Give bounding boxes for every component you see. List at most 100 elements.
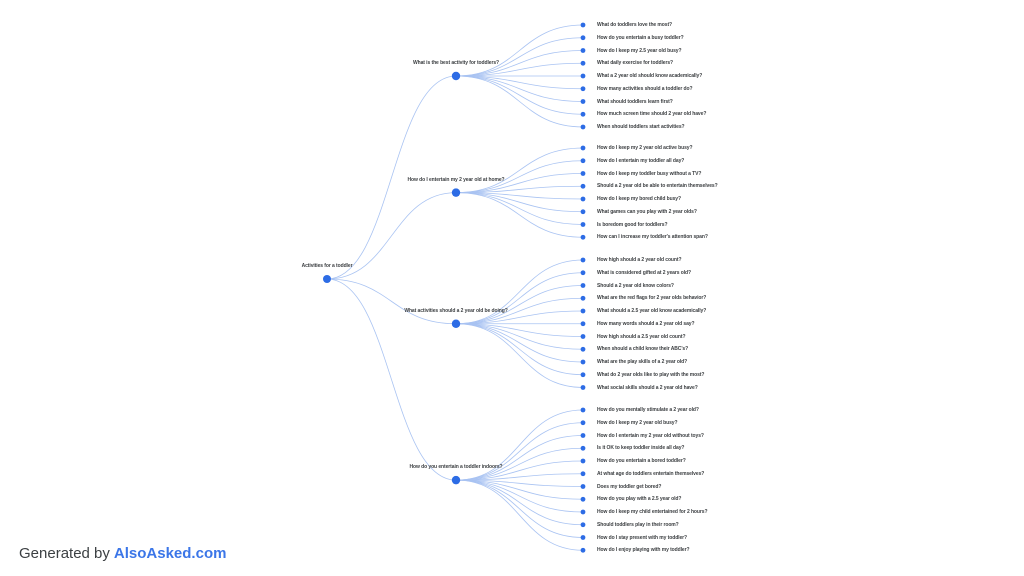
question-node-label[interactable]: How do I keep my 2.5 year old busy? xyxy=(597,47,682,54)
question-node-label[interactable]: What daily exercise for toddlers? xyxy=(597,60,673,67)
footer-alsoasked-link[interactable]: AlsoAsked.com xyxy=(113,545,227,562)
question-node-dot[interactable] xyxy=(580,209,586,215)
question-node-dot[interactable] xyxy=(580,407,586,413)
question-node-label[interactable]: How do you entertain a bored toddler? xyxy=(597,458,686,464)
question-node-dot[interactable] xyxy=(580,321,586,327)
question-node-dot[interactable] xyxy=(580,145,586,151)
question-node-label[interactable]: When should a child know their ABC's? xyxy=(597,346,689,353)
question-node-label[interactable]: How many words should a 2 year old say? xyxy=(597,320,695,327)
question-node-dot[interactable] xyxy=(580,35,586,41)
question-node-label[interactable]: How do I keep my 2 year old active busy? xyxy=(597,145,693,151)
branch-node-label[interactable]: What activities should a 2 year old be d… xyxy=(404,307,508,314)
question-node-dot[interactable] xyxy=(580,372,586,378)
question-node-label[interactable]: What do toddlers love the most? xyxy=(597,22,673,28)
question-node-label[interactable]: How do I keep my 2 year old busy? xyxy=(597,419,678,426)
question-node-dot[interactable] xyxy=(580,111,586,117)
question-node-label[interactable]: When should toddlers start activities? xyxy=(597,124,685,130)
branch-node-label[interactable]: What is the best activity for toddlers? xyxy=(412,60,500,66)
question-node-dot[interactable] xyxy=(580,385,586,390)
branch-node-dot[interactable] xyxy=(451,71,461,81)
question-node-label[interactable]: Should a 2 year old know colors? xyxy=(597,282,674,289)
question-node-dot[interactable] xyxy=(580,222,586,227)
question-node-dot[interactable] xyxy=(580,334,586,339)
question-node-label[interactable]: What social skills should a 2 year old h… xyxy=(597,384,698,391)
question-node-dot[interactable] xyxy=(580,458,586,464)
question-node-label[interactable]: At what age do toddlers entertain themse… xyxy=(597,470,705,477)
question-node-label[interactable]: How do you mentally stimulate a 2 year o… xyxy=(597,407,699,413)
question-node-label[interactable]: Is boredom good for toddlers? xyxy=(597,221,668,228)
question-node-label[interactable]: What games can you play with 2 year olds… xyxy=(597,208,697,215)
question-node-label[interactable]: Does my toddler get bored? xyxy=(597,483,662,490)
question-node-dot[interactable] xyxy=(580,183,586,189)
question-node-label[interactable]: How do I keep my child entertained for 2… xyxy=(597,509,708,515)
branch-node-dot[interactable] xyxy=(451,188,461,197)
edge-curve xyxy=(455,192,584,225)
branch-node-dot[interactable] xyxy=(451,475,461,485)
question-node-label[interactable]: What are the play skills of a 2 year old… xyxy=(597,359,688,365)
question-node-dot[interactable] xyxy=(580,124,586,130)
question-node-dot[interactable] xyxy=(580,509,586,515)
question-node-dot[interactable] xyxy=(580,471,586,477)
root-node-label[interactable]: Activities for a toddler xyxy=(301,263,353,269)
question-node-dot[interactable] xyxy=(580,420,586,426)
question-node-dot[interactable] xyxy=(580,196,586,202)
branch-node-label[interactable]: How do you entertain a toddler indoors? xyxy=(409,464,503,471)
question-node-dot[interactable] xyxy=(580,60,586,66)
question-node-label[interactable]: What is considered gifted at 2 years old… xyxy=(597,269,691,276)
question-node-dot[interactable] xyxy=(580,547,586,553)
question-node-label[interactable]: What should a 2.5 year old know academic… xyxy=(597,308,707,314)
question-node-dot[interactable] xyxy=(580,535,586,540)
question-node-dot[interactable] xyxy=(580,433,586,438)
question-node-dot[interactable] xyxy=(580,359,586,365)
question-node-dot[interactable] xyxy=(580,522,586,528)
question-node-label[interactable]: Should toddlers play in their room? xyxy=(597,521,679,528)
edge-curve xyxy=(455,259,584,325)
question-node-label[interactable]: How do I entertain my 2 year old without… xyxy=(597,432,704,439)
question-node-dot[interactable] xyxy=(580,270,586,276)
question-node-label[interactable]: What should toddlers learn first? xyxy=(597,98,673,105)
question-node-dot[interactable] xyxy=(580,48,586,53)
question-node-label[interactable]: Should a 2 year old be able to entertain… xyxy=(597,183,718,190)
edge-curve xyxy=(455,435,584,481)
question-node-dot[interactable] xyxy=(580,158,586,164)
question-node-dot[interactable] xyxy=(580,496,586,502)
question-node-dot[interactable] xyxy=(580,257,586,263)
question-node-label[interactable]: How do I stay present with my toddler? xyxy=(597,534,688,541)
question-node-dot[interactable] xyxy=(580,86,586,92)
question-node-label[interactable]: How high should a 2 year old count? xyxy=(597,257,682,263)
question-node-label[interactable]: How high should a 2.5 year old count? xyxy=(597,333,686,340)
edge-curve xyxy=(455,310,584,325)
question-node-label[interactable]: What are the red flags for 2 year olds b… xyxy=(597,295,707,302)
question-node-dot[interactable] xyxy=(580,171,586,176)
question-node-dot[interactable] xyxy=(580,346,586,352)
edge-curve xyxy=(455,479,584,551)
question-node-dot[interactable] xyxy=(580,484,586,489)
question-node-dot[interactable] xyxy=(580,445,586,451)
question-node-label[interactable]: How do I keep my toddler busy without a … xyxy=(597,170,702,177)
question-node-dot[interactable] xyxy=(580,283,586,288)
branch-node-dot[interactable] xyxy=(451,319,461,328)
question-node-label[interactable]: What do 2 year olds like to play with th… xyxy=(597,371,705,378)
question-node-dot[interactable] xyxy=(580,234,586,240)
question-node-label[interactable]: How do you play with a 2.5 year old? xyxy=(597,496,682,503)
question-node-dot[interactable] xyxy=(580,295,586,301)
question-node-label[interactable]: How much screen time should 2 year old h… xyxy=(597,111,707,118)
edge-curve xyxy=(326,192,457,280)
question-node-label[interactable]: How do I keep my bored child busy? xyxy=(597,196,681,202)
footer: Generated by AlsoAsked.com xyxy=(19,545,226,562)
question-node-dot[interactable] xyxy=(580,308,586,314)
edge-curve xyxy=(326,278,457,325)
question-node-dot[interactable] xyxy=(580,22,586,28)
root-node-dot[interactable] xyxy=(323,275,331,283)
question-node-dot[interactable] xyxy=(580,99,586,104)
question-node-label[interactable]: How many activities should a toddler do? xyxy=(597,85,693,92)
question-node-dot[interactable] xyxy=(580,73,586,79)
question-node-label[interactable]: How can I increase my toddler's attentio… xyxy=(597,234,708,241)
question-node-label[interactable]: Is it OK to keep toddler inside all day? xyxy=(597,445,685,452)
question-node-label[interactable]: How do I enjoy playing with my toddler? xyxy=(597,547,690,554)
question-node-label[interactable]: How do you entertain a busy toddler? xyxy=(597,34,684,41)
branch-node-label[interactable]: How do I entertain my 2 year old at home… xyxy=(407,176,505,183)
question-node-label[interactable]: How do I entertain my toddler all day? xyxy=(597,157,685,164)
question-node-label[interactable]: What a 2 year old should know academical… xyxy=(597,73,703,79)
